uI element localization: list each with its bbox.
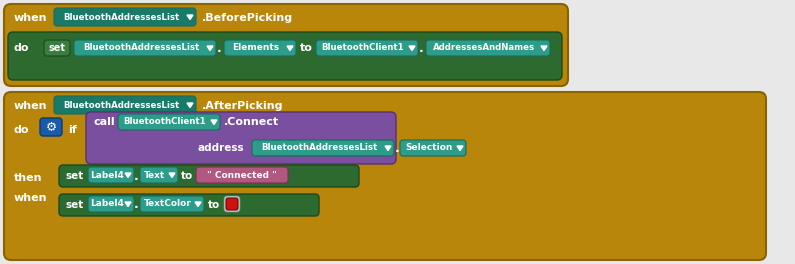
Text: set: set — [66, 171, 84, 181]
FancyBboxPatch shape — [252, 140, 394, 156]
Polygon shape — [211, 120, 217, 125]
FancyBboxPatch shape — [426, 40, 550, 56]
Polygon shape — [169, 173, 175, 177]
FancyBboxPatch shape — [140, 167, 178, 183]
FancyBboxPatch shape — [4, 92, 766, 260]
Text: set: set — [66, 200, 84, 210]
Text: AddressesAndNames: AddressesAndNames — [433, 44, 535, 53]
FancyBboxPatch shape — [140, 196, 204, 212]
Text: BluetoothAddressesList: BluetoothAddressesList — [63, 12, 179, 21]
Text: .: . — [419, 41, 424, 54]
Text: to: to — [181, 171, 193, 181]
Text: .BeforePicking: .BeforePicking — [202, 13, 293, 23]
Polygon shape — [409, 46, 415, 50]
Text: .Connect: .Connect — [224, 117, 279, 127]
Text: .: . — [394, 142, 399, 154]
Text: to: to — [208, 200, 220, 210]
Polygon shape — [187, 103, 193, 107]
Polygon shape — [287, 46, 293, 50]
Polygon shape — [125, 173, 131, 177]
Text: do: do — [14, 43, 29, 53]
Text: .: . — [134, 199, 138, 211]
Text: when: when — [14, 193, 48, 203]
Text: Label4: Label4 — [90, 171, 124, 180]
FancyBboxPatch shape — [59, 165, 359, 187]
Text: Text: Text — [145, 171, 165, 180]
FancyBboxPatch shape — [224, 196, 240, 212]
Polygon shape — [207, 46, 213, 50]
FancyBboxPatch shape — [74, 40, 216, 56]
FancyBboxPatch shape — [226, 198, 238, 210]
FancyBboxPatch shape — [54, 8, 196, 26]
Polygon shape — [385, 146, 391, 150]
Polygon shape — [187, 15, 193, 20]
FancyBboxPatch shape — [44, 40, 70, 56]
Text: call: call — [94, 117, 115, 127]
Text: .: . — [216, 41, 221, 54]
Text: Selection: Selection — [405, 144, 452, 153]
FancyBboxPatch shape — [224, 40, 296, 56]
FancyBboxPatch shape — [88, 196, 134, 212]
Text: when: when — [14, 101, 48, 111]
FancyBboxPatch shape — [316, 40, 418, 56]
FancyBboxPatch shape — [8, 32, 562, 80]
Text: BluetoothClient1: BluetoothClient1 — [322, 44, 405, 53]
Text: set: set — [48, 43, 65, 53]
Polygon shape — [125, 202, 131, 206]
Polygon shape — [195, 202, 201, 206]
FancyBboxPatch shape — [40, 118, 62, 136]
Text: then: then — [14, 173, 42, 183]
FancyBboxPatch shape — [4, 4, 568, 86]
Text: Label4: Label4 — [90, 200, 124, 209]
Text: ⚙: ⚙ — [45, 120, 56, 134]
FancyBboxPatch shape — [196, 167, 288, 183]
Text: BluetoothAddressesList: BluetoothAddressesList — [261, 144, 377, 153]
Polygon shape — [457, 146, 463, 150]
Text: when: when — [14, 13, 48, 23]
Text: .: . — [134, 169, 138, 182]
FancyBboxPatch shape — [54, 96, 196, 114]
Text: BluetoothAddressesList: BluetoothAddressesList — [63, 101, 179, 110]
Text: to: to — [300, 43, 313, 53]
Polygon shape — [541, 46, 547, 50]
Text: " Connected ": " Connected " — [207, 171, 277, 180]
Text: .AfterPicking: .AfterPicking — [202, 101, 284, 111]
Text: TextColor: TextColor — [144, 200, 192, 209]
Text: BluetoothAddressesList: BluetoothAddressesList — [83, 44, 199, 53]
FancyBboxPatch shape — [59, 194, 319, 216]
FancyBboxPatch shape — [400, 140, 466, 156]
FancyBboxPatch shape — [86, 112, 396, 164]
Text: BluetoothClient1: BluetoothClient1 — [124, 117, 207, 126]
Text: Elements: Elements — [232, 44, 280, 53]
FancyBboxPatch shape — [88, 167, 134, 183]
Text: do: do — [14, 125, 29, 135]
Text: address: address — [198, 143, 245, 153]
FancyBboxPatch shape — [118, 114, 220, 130]
Text: if: if — [68, 125, 77, 135]
